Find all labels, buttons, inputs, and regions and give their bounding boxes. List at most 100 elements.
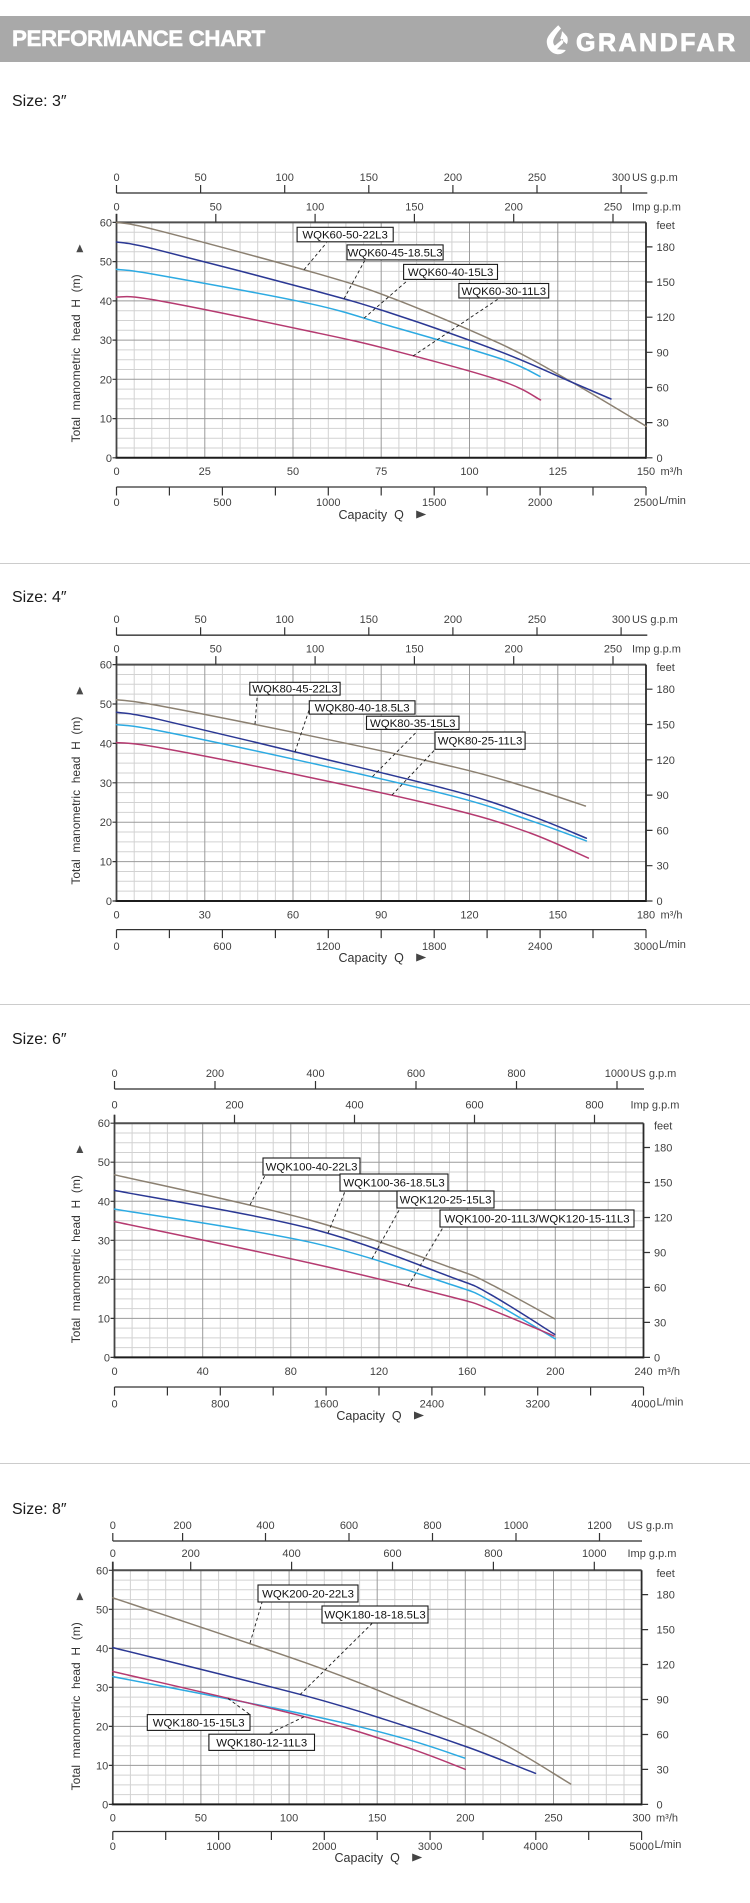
svg-text:1000: 1000 [504, 1520, 528, 1532]
svg-text:US g.p.m: US g.p.m [632, 172, 678, 184]
svg-text:50: 50 [98, 1157, 110, 1169]
svg-text:100: 100 [276, 614, 294, 626]
svg-text:120: 120 [657, 312, 675, 324]
svg-text:60: 60 [654, 1282, 666, 1294]
svg-text:WQK80-35-15L3: WQK80-35-15L3 [370, 718, 455, 730]
svg-text:30: 30 [98, 1235, 110, 1247]
svg-text:feet: feet [657, 662, 675, 674]
svg-text:100: 100 [276, 172, 294, 184]
svg-text:150: 150 [637, 466, 655, 478]
svg-text:300: 300 [612, 614, 630, 626]
svg-text:400: 400 [256, 1520, 274, 1532]
svg-text:200: 200 [173, 1520, 191, 1532]
svg-text:100: 100 [280, 1813, 298, 1825]
svg-text:75: 75 [375, 466, 387, 478]
svg-text:100: 100 [460, 466, 478, 478]
svg-text:0: 0 [113, 202, 119, 214]
svg-text:50: 50 [100, 699, 112, 711]
svg-text:0: 0 [657, 896, 663, 908]
svg-text:200: 200 [444, 172, 462, 184]
svg-text:Capacity Q: Capacity Q [339, 508, 405, 522]
svg-text:2400: 2400 [420, 1399, 444, 1411]
svg-text:150: 150 [654, 1178, 672, 1190]
svg-text:1000: 1000 [316, 497, 340, 509]
svg-text:800: 800 [585, 1100, 603, 1112]
svg-text:40: 40 [100, 738, 112, 750]
svg-text:50: 50 [287, 466, 299, 478]
svg-text:200: 200 [182, 1548, 200, 1560]
svg-text:150: 150 [657, 1625, 675, 1637]
svg-text:80: 80 [285, 1366, 297, 1378]
svg-text:250: 250 [528, 614, 546, 626]
svg-text:0: 0 [102, 1799, 108, 1811]
svg-text:10: 10 [98, 1313, 110, 1325]
svg-text:400: 400 [306, 1068, 324, 1080]
svg-text:WQK60-30-11L3: WQK60-30-11L3 [461, 286, 546, 298]
svg-text:WQK200-20-22L3: WQK200-20-22L3 [262, 1589, 354, 1601]
svg-text:200: 200 [456, 1813, 474, 1825]
svg-text:50: 50 [96, 1604, 108, 1616]
svg-text:40: 40 [96, 1643, 108, 1655]
svg-text:WQK80-25-11L3: WQK80-25-11L3 [438, 736, 523, 748]
svg-text:Capacity Q: Capacity Q [336, 1409, 402, 1423]
svg-text:4000: 4000 [524, 1841, 548, 1853]
svg-text:0: 0 [654, 1352, 660, 1364]
svg-text:150: 150 [368, 1813, 386, 1825]
svg-text:90: 90 [654, 1248, 666, 1260]
svg-text:feet: feet [657, 1568, 675, 1580]
svg-text:0: 0 [113, 497, 119, 509]
svg-text:20: 20 [100, 817, 112, 829]
svg-text:40: 40 [100, 296, 112, 308]
svg-text:100: 100 [306, 202, 324, 214]
svg-text:1500: 1500 [422, 497, 446, 509]
svg-text:Total manometric head H (m: Total manometric head H (m) [69, 274, 83, 442]
svg-text:WQK80-45-22L3: WQK80-45-22L3 [252, 684, 337, 696]
svg-text:L/min: L/min [657, 1397, 684, 1409]
svg-text:2500: 2500 [634, 497, 658, 509]
svg-text:200: 200 [546, 1366, 564, 1378]
svg-text:WQK180-15-15L3: WQK180-15-15L3 [153, 1718, 245, 1730]
svg-text:US g.p.m: US g.p.m [631, 1068, 677, 1080]
svg-text:0: 0 [111, 1068, 117, 1080]
svg-text:2000: 2000 [312, 1841, 336, 1853]
svg-text:800: 800 [423, 1520, 441, 1532]
svg-text:90: 90 [657, 790, 669, 802]
svg-text:125: 125 [549, 466, 567, 478]
svg-text:50: 50 [210, 644, 222, 656]
svg-text:1200: 1200 [587, 1520, 611, 1532]
svg-text:50: 50 [194, 172, 206, 184]
svg-text:0: 0 [110, 1813, 116, 1825]
svg-text:Imp g.p.m: Imp g.p.m [632, 644, 681, 656]
svg-text:150: 150 [405, 202, 423, 214]
svg-text:Imp g.p.m: Imp g.p.m [628, 1548, 677, 1560]
svg-text:60: 60 [100, 217, 112, 229]
svg-text:WQK180-18-18.5L3: WQK180-18-18.5L3 [324, 1610, 425, 1622]
svg-text:L/min: L/min [659, 495, 686, 507]
svg-text:160: 160 [458, 1366, 476, 1378]
svg-text:US g.p.m: US g.p.m [632, 614, 678, 626]
svg-text:0: 0 [113, 910, 119, 922]
svg-text:WQK60-50-22L3: WQK60-50-22L3 [302, 230, 387, 242]
svg-text:1000: 1000 [605, 1068, 629, 1080]
svg-text:240: 240 [634, 1366, 652, 1378]
svg-text:120: 120 [657, 1660, 675, 1672]
svg-text:120: 120 [657, 755, 675, 767]
svg-text:0: 0 [113, 172, 119, 184]
svg-text:0: 0 [113, 614, 119, 626]
svg-text:feet: feet [654, 1121, 672, 1133]
svg-text:Imp g.p.m: Imp g.p.m [631, 1100, 680, 1112]
svg-text:WQK100-20-11L3/WQK120-15-11L3: WQK100-20-11L3/WQK120-15-11L3 [444, 1214, 629, 1226]
svg-text:60: 60 [657, 1730, 669, 1742]
svg-text:300: 300 [632, 1813, 650, 1825]
svg-text:30: 30 [100, 335, 112, 347]
svg-text:Total manometric head H (m: Total manometric head H (m) [69, 1175, 83, 1343]
svg-text:600: 600 [407, 1068, 425, 1080]
svg-text:m³/h: m³/h [656, 1813, 678, 1825]
svg-text:150: 150 [360, 614, 378, 626]
svg-text:800: 800 [211, 1399, 229, 1411]
svg-text:150: 150 [657, 277, 675, 289]
svg-text:180: 180 [657, 242, 675, 254]
svg-text:0: 0 [113, 466, 119, 478]
svg-text:180: 180 [657, 1590, 675, 1602]
svg-text:400: 400 [282, 1548, 300, 1560]
